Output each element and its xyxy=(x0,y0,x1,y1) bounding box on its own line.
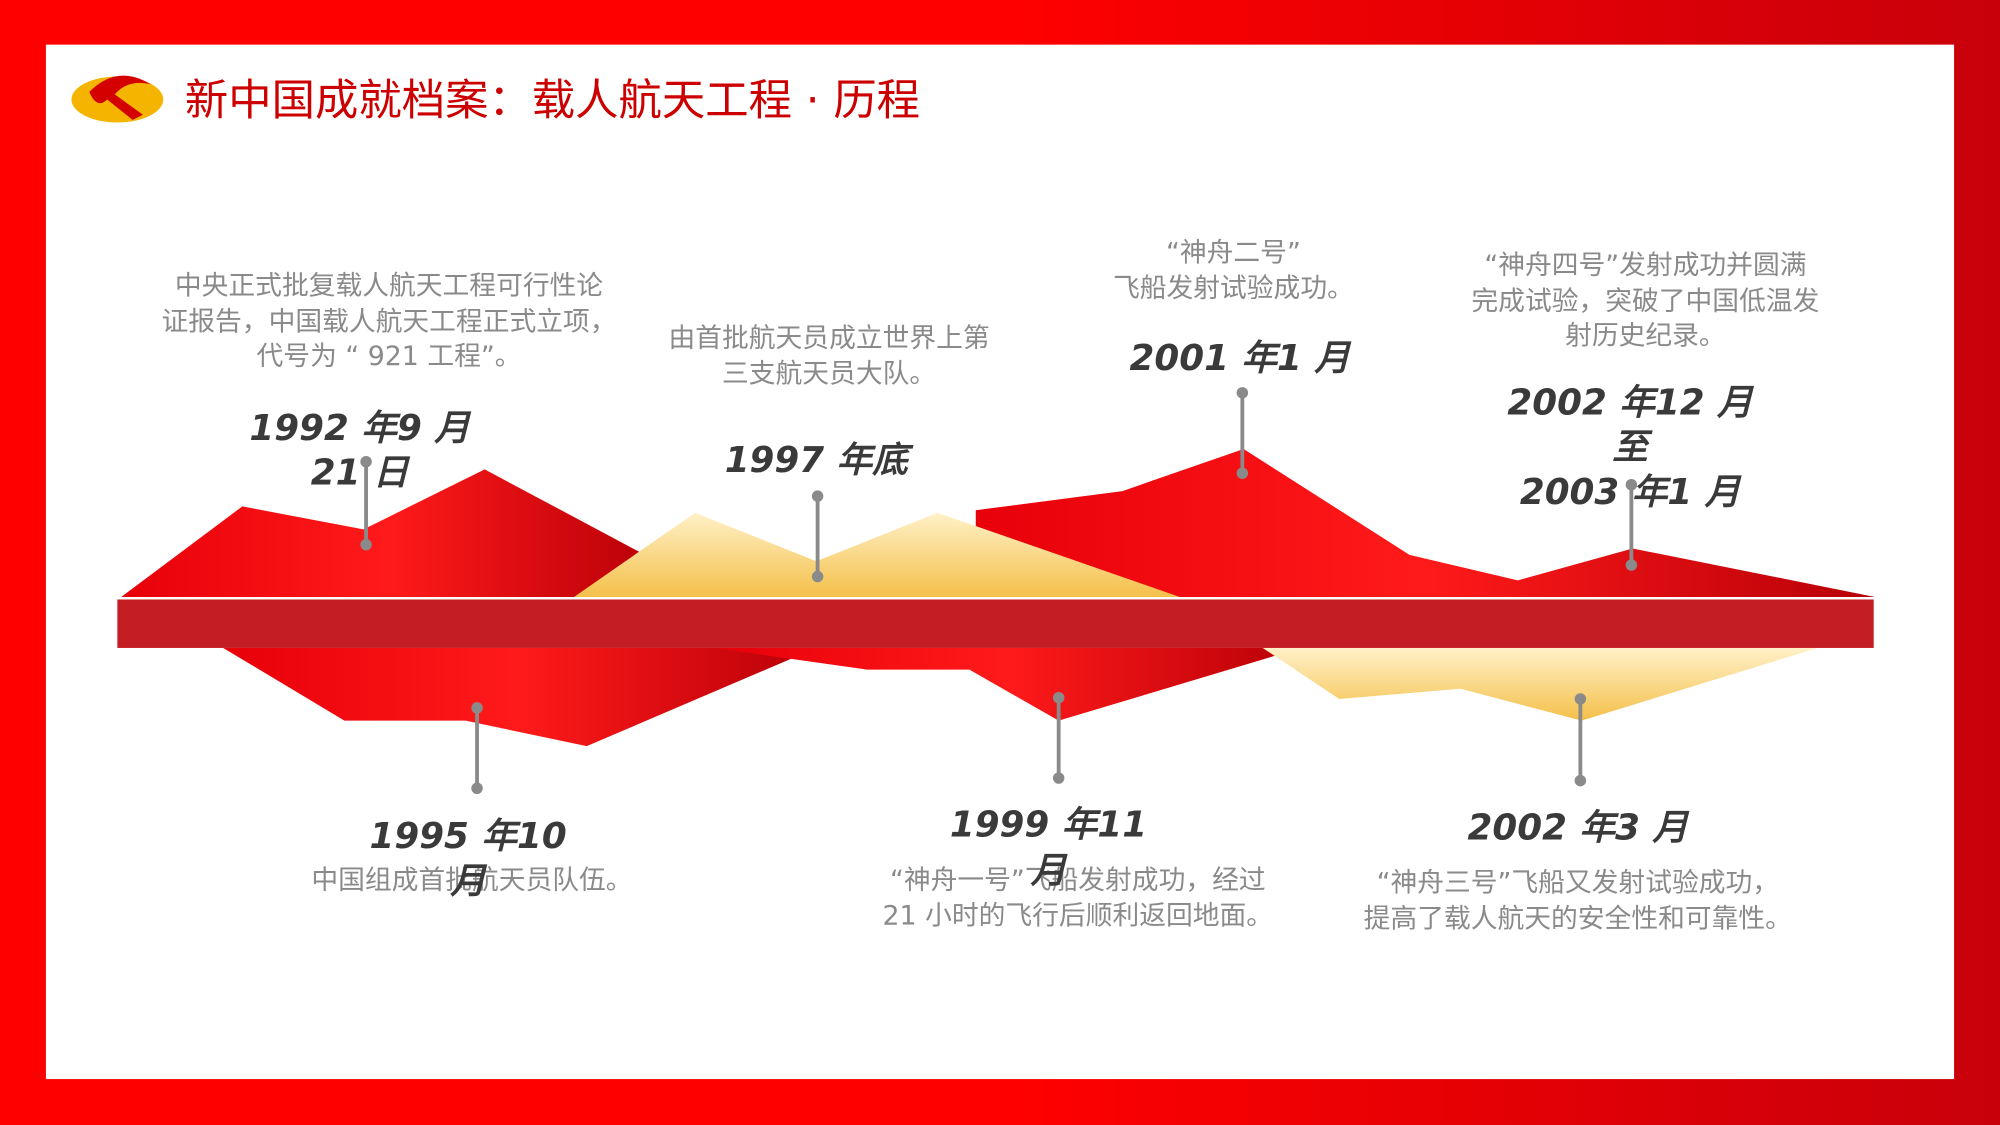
connector-dot xyxy=(811,490,824,502)
event-date: 1997 年底 xyxy=(725,440,915,481)
event-date: 2002 年3 月 xyxy=(1468,807,1691,848)
event-description: “神舟三号”飞船又发射试验成功， xyxy=(1377,868,1779,899)
connector-dot xyxy=(1052,772,1065,784)
connector-dot xyxy=(1574,693,1587,705)
event-description: 飞船发射试验成功。 xyxy=(1113,273,1354,304)
connector-dot xyxy=(1625,478,1638,491)
event-date: 1999 年11 xyxy=(950,805,1147,846)
timeline-bar xyxy=(117,599,1874,648)
event-description: 射历史纪录。 xyxy=(1565,320,1726,351)
event-description: 提高了载人航天的安全性和可靠性。 xyxy=(1364,903,1792,934)
title: 新中国成就档案：载人航天工程 · 历程 xyxy=(185,76,920,126)
event-description: 中国组成首批航天员队伍。 xyxy=(311,865,632,896)
event-description: “神舟四号”发射成功并圆满 xyxy=(1484,250,1806,281)
event-description: 代号为 “ 921 工程”。 xyxy=(257,341,522,372)
event-date: 2003 年1 月 xyxy=(1520,472,1743,513)
event-date: 2002 年12 月 xyxy=(1507,383,1755,424)
event-date: 1992 年9 月 xyxy=(249,408,472,449)
event-date: 月 xyxy=(449,861,488,902)
connector-dot xyxy=(1236,387,1249,399)
event-description: 中央正式批复载人航天工程可行性论 xyxy=(175,271,603,302)
connector-dot xyxy=(360,455,372,468)
event-date: 1995 年10 xyxy=(370,816,567,857)
connector-dot xyxy=(811,570,824,583)
event-date: 月 xyxy=(1030,851,1069,892)
event-description: “神舟一号”飞船发射成功，经过 xyxy=(890,865,1266,896)
connector-dot xyxy=(1574,774,1587,787)
event-description: “神舟二号” xyxy=(1166,237,1301,268)
mountains xyxy=(121,448,1875,747)
event-description: 21 小时的飞行后顺利返回地面。 xyxy=(883,901,1274,932)
event-description: 由首批航天员成立世界上第 xyxy=(668,323,989,354)
emblem xyxy=(71,75,164,123)
connector-dot xyxy=(1052,691,1065,704)
connector-dot xyxy=(360,538,372,551)
event-description: 三支航天员大队。 xyxy=(722,359,936,390)
connector-dot xyxy=(1625,559,1638,571)
event-date: 至 xyxy=(1612,427,1653,468)
event-date: 21 日 xyxy=(311,453,411,494)
connector-dot xyxy=(471,782,483,795)
event-description: 完成试验，突破了中国低温发 xyxy=(1471,286,1819,317)
connector-dot xyxy=(1236,467,1249,479)
connector-dot xyxy=(471,702,483,714)
event-description: 证报告，中国载人航天工程正式立项， xyxy=(162,306,617,337)
event-date: 2001 年1 月 xyxy=(1130,338,1353,379)
